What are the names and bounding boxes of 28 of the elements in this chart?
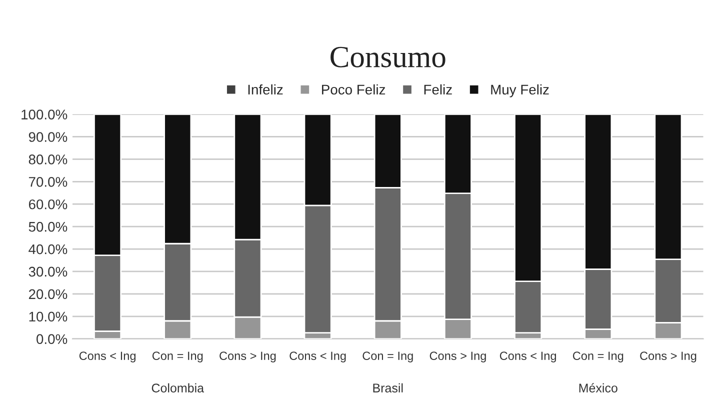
y-tick-label: 30.0% <box>28 266 68 277</box>
x-tick-label: Cons < Ing <box>79 352 136 362</box>
legend-label: Feliz <box>424 84 452 95</box>
text: México <box>579 383 618 392</box>
x-tick-label: Cons < Ing <box>290 352 346 362</box>
legend-label: Infeliz <box>248 84 283 95</box>
y-tick-label: 0.0% <box>36 334 68 344</box>
y-tick-label: 90.0% <box>28 132 68 142</box>
y-tick-label: 20.0% <box>28 289 68 300</box>
y-tick-label: 10.0% <box>29 312 68 322</box>
legend-label: Muy Feliz <box>491 84 549 98</box>
y-tick-label: 70.0% <box>28 176 68 187</box>
y-tick-label: 50.0% <box>28 222 68 232</box>
x-tick-label: Cons > Ing <box>430 352 486 362</box>
chart-title: Consumo <box>330 46 446 68</box>
y-tick-label: 80.0% <box>28 154 68 164</box>
x-tick-label: Cons > Ing <box>640 352 696 362</box>
x-tick-label: Cons > Ing <box>220 352 276 362</box>
x-tick-label: Con = Ing <box>362 352 413 362</box>
legend-label: Poco Feliz <box>322 84 386 95</box>
text: Colombia <box>152 383 204 392</box>
y-tick-label: 60.0% <box>28 199 68 210</box>
y-tick-label: 100.0% <box>22 110 68 120</box>
y-tick-label: 40.0% <box>28 244 68 254</box>
text: Brasil <box>373 383 403 392</box>
x-tick-label: Con = Ing <box>152 352 203 362</box>
x-tick-label: Con = Ing <box>572 352 624 362</box>
x-tick-label: Cons < Ing <box>500 352 556 362</box>
